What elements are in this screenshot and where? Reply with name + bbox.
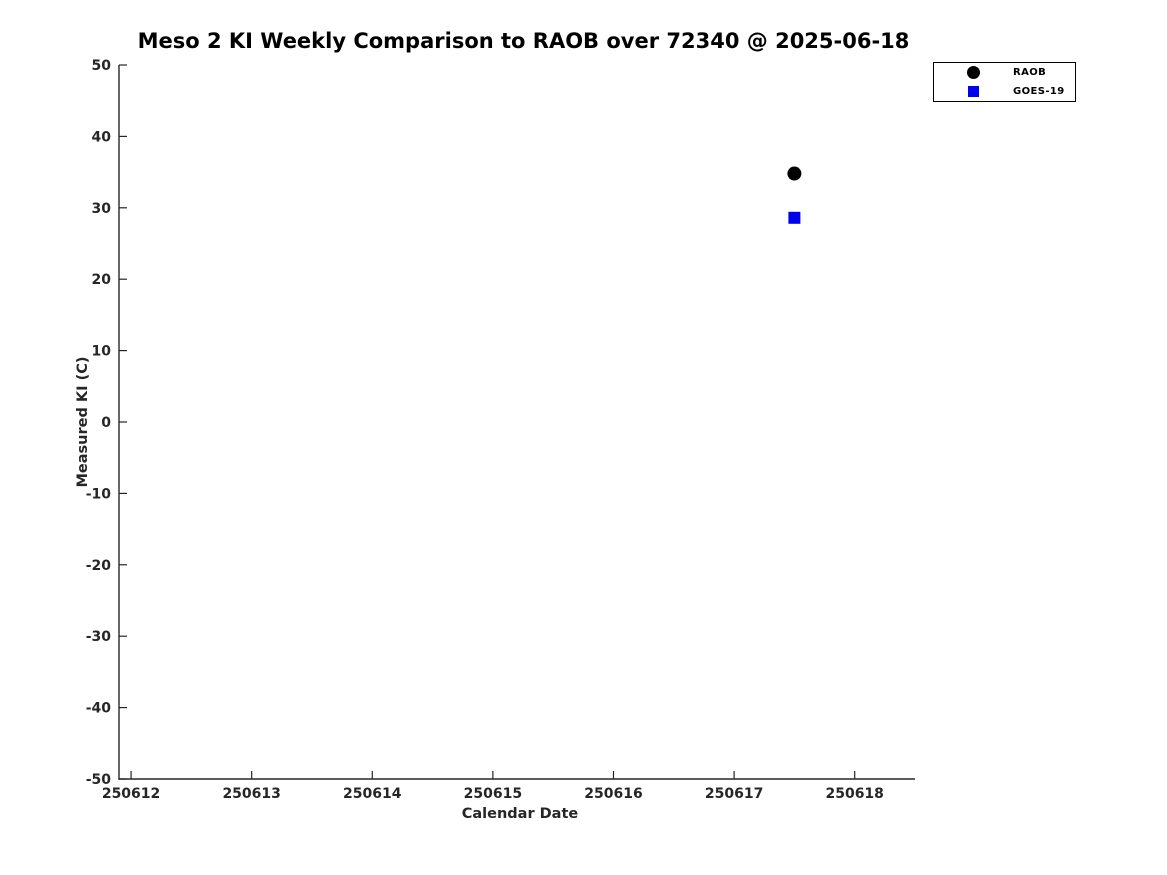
x-tick-label: 250618 <box>825 786 883 802</box>
y-tick-label: 20 <box>92 272 112 288</box>
x-tick-label: 250615 <box>464 786 522 802</box>
data-point-goes-19 <box>788 211 801 224</box>
y-tick-label: -30 <box>86 629 112 645</box>
y-tick-label: 10 <box>92 344 112 360</box>
legend-label-goes19: GOES-19 <box>1013 85 1065 97</box>
y-tick-label: 0 <box>101 415 111 431</box>
y-tick-label: -10 <box>86 486 112 502</box>
legend-item-raob: RAOB <box>934 64 1075 81</box>
x-tick-label: 250617 <box>705 786 763 802</box>
legend-marker-cell <box>960 85 986 97</box>
x-axis-title: Calendar Date <box>462 806 579 822</box>
y-tick-label: 50 <box>92 58 112 74</box>
legend-label-raob: RAOB <box>1013 67 1047 79</box>
y-tick-label: 30 <box>92 201 112 217</box>
x-tick-label: 250612 <box>102 786 160 802</box>
x-tick-label: 250616 <box>584 786 642 802</box>
legend-marker-cell <box>960 66 986 80</box>
y-tick-label: 40 <box>92 129 112 145</box>
x-tick-label: 250613 <box>222 786 280 802</box>
legend-item-goes19: GOES-19 <box>934 83 1075 100</box>
x-tick-label: 250614 <box>343 786 402 802</box>
goes19-square-marker-icon <box>967 85 979 97</box>
y-axis-title: Measured KI (C) <box>75 357 91 488</box>
y-tick-label: -50 <box>86 772 112 788</box>
chart-title: Meso 2 KI Weekly Comparison to RAOB over… <box>137 29 910 53</box>
y-tick-label: -20 <box>86 558 112 574</box>
raob-circle-marker-icon <box>966 66 980 80</box>
y-tick-label: -40 <box>86 701 112 717</box>
legend: RAOB GOES-19 <box>933 62 1076 102</box>
data-point-raob <box>787 166 802 181</box>
